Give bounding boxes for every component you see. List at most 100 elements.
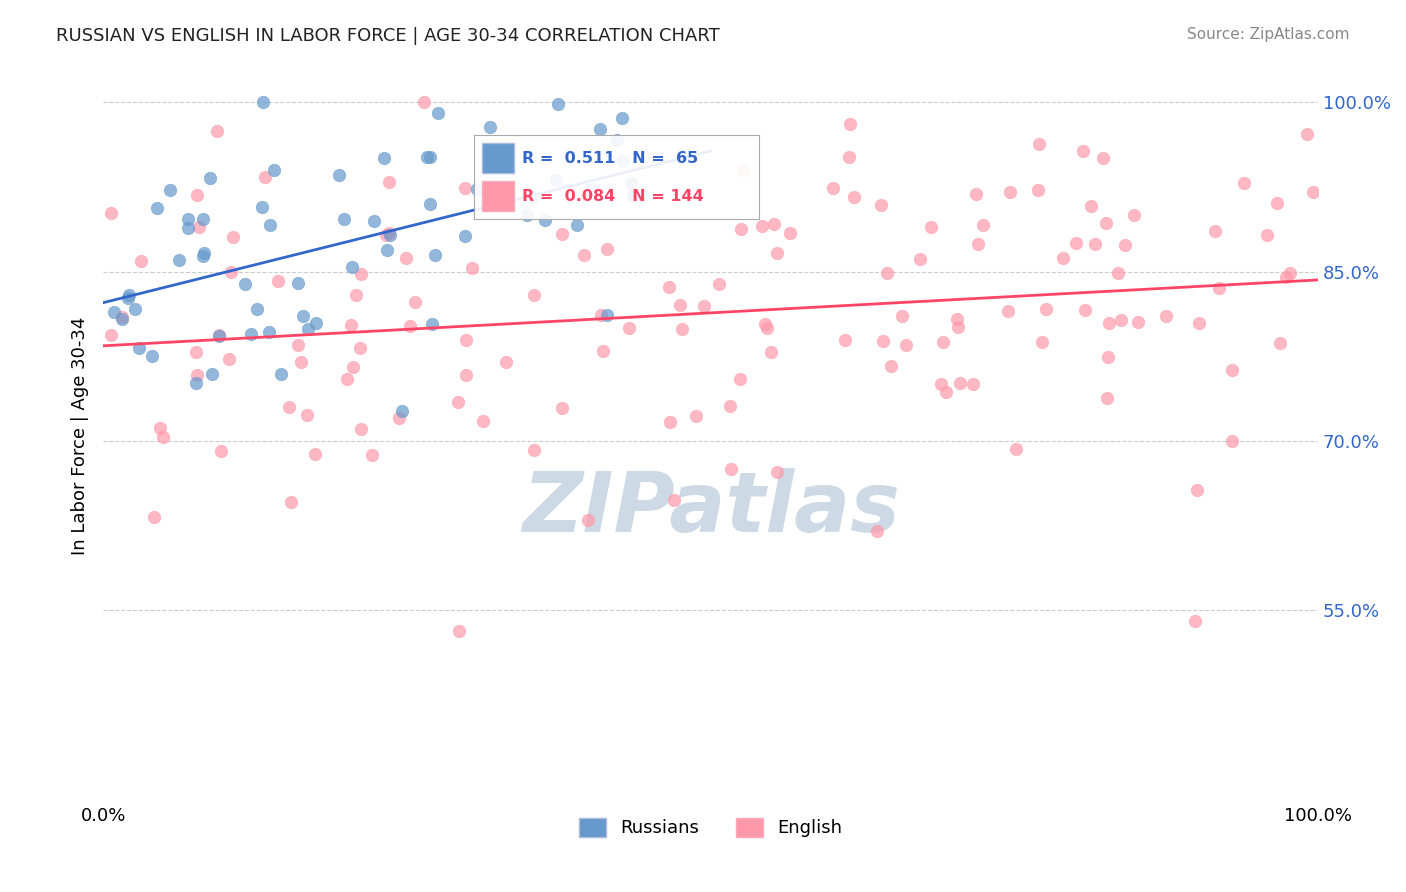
Point [754, 318, 776, 332]
Point [416, 150, 439, 164]
Point [1265, 195, 1288, 210]
Point [658, 280, 681, 294]
Point [1107, 266, 1129, 280]
Point [730, 372, 752, 386]
Point [879, 359, 901, 373]
Point [621, 188, 644, 202]
Point [363, 214, 385, 228]
Point [253, 170, 276, 185]
Point [763, 217, 786, 231]
Point [111, 312, 134, 326]
Point [946, 312, 969, 326]
Point [865, 524, 887, 539]
Point [658, 415, 681, 429]
Point [373, 151, 395, 165]
Point [516, 208, 538, 222]
Point [872, 334, 894, 348]
Point [495, 355, 517, 369]
Point [1073, 145, 1095, 159]
Point [1109, 312, 1132, 326]
Point [349, 268, 371, 282]
Point [350, 422, 373, 436]
Point [523, 442, 546, 457]
Point [935, 384, 957, 399]
Point [205, 124, 228, 138]
Point [208, 328, 231, 343]
Point [997, 304, 1019, 318]
Point [252, 95, 274, 110]
Y-axis label: In Labor Force | Age 30-34: In Labor Force | Age 30-34 [72, 316, 89, 555]
Point [425, 248, 447, 262]
Point [908, 252, 931, 267]
Point [620, 176, 643, 190]
Point [839, 117, 862, 131]
Point [1154, 310, 1177, 324]
Point [1278, 266, 1301, 280]
Point [870, 198, 893, 212]
Point [492, 153, 515, 167]
Point [766, 246, 789, 260]
Point [454, 181, 477, 195]
Point [375, 227, 398, 242]
Point [339, 318, 361, 332]
Point [1091, 151, 1114, 165]
Point [388, 411, 411, 425]
Point [454, 368, 477, 382]
Point [1233, 177, 1256, 191]
Point [1052, 251, 1074, 265]
Point [1074, 303, 1097, 318]
Point [333, 212, 356, 227]
Point [546, 173, 568, 187]
Point [419, 197, 441, 211]
Point [419, 150, 441, 164]
Point [177, 211, 200, 226]
Point [208, 328, 231, 343]
Point [377, 175, 399, 189]
Point [838, 150, 860, 164]
Point [297, 322, 319, 336]
Point [124, 301, 146, 316]
Point [1000, 185, 1022, 199]
Point [581, 182, 603, 196]
Point [186, 344, 208, 359]
Point [550, 401, 572, 415]
Point [159, 183, 181, 197]
Point [965, 186, 987, 201]
Point [1035, 302, 1057, 317]
Point [378, 227, 401, 242]
Point [759, 344, 782, 359]
Point [1295, 127, 1317, 141]
Point [1184, 615, 1206, 629]
Point [1098, 316, 1121, 330]
Point [596, 242, 619, 256]
Point [141, 349, 163, 363]
Point [117, 291, 139, 305]
Point [193, 245, 215, 260]
Point [128, 342, 150, 356]
Point [145, 202, 167, 216]
Point [100, 206, 122, 220]
Point [465, 182, 488, 196]
Point [287, 276, 309, 290]
Point [606, 133, 628, 147]
Point [263, 163, 285, 178]
Point [1028, 183, 1050, 197]
Point [449, 624, 471, 638]
Point [111, 310, 134, 325]
Point [1097, 350, 1119, 364]
Point [292, 309, 315, 323]
Point [377, 244, 399, 258]
Point [221, 229, 243, 244]
Point [731, 162, 754, 177]
Point [1084, 236, 1107, 251]
Point [1268, 335, 1291, 350]
Point [522, 190, 544, 204]
Text: ZIPatlas: ZIPatlas [522, 468, 900, 549]
Point [929, 377, 952, 392]
Point [1185, 483, 1208, 497]
Point [246, 302, 269, 317]
Point [669, 298, 692, 312]
Point [1080, 199, 1102, 213]
Point [454, 228, 477, 243]
Point [1302, 185, 1324, 199]
